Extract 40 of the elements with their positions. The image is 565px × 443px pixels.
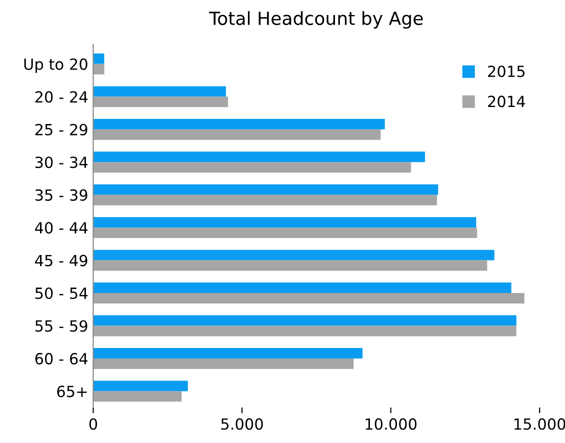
bar	[93, 326, 516, 336]
bar	[93, 53, 104, 64]
bar	[93, 348, 363, 358]
x-tick-label: 10.000	[366, 418, 417, 430]
bar	[93, 118, 385, 130]
y-tick-label: 25 - 29	[35, 124, 88, 136]
bar	[93, 380, 188, 392]
bar	[93, 162, 412, 173]
bar	[93, 152, 426, 162]
y-tick-label: Up to 20	[24, 58, 88, 73]
y-tick-label: 65+	[57, 386, 87, 398]
bar	[93, 129, 381, 140]
bar	[93, 194, 437, 206]
bar	[93, 358, 354, 369]
y-tick-label: 35 - 39	[35, 189, 88, 201]
legend-label: 2014	[488, 96, 525, 108]
bar	[93, 260, 488, 271]
y-tick-label: 20 - 24	[35, 91, 88, 103]
bar	[93, 64, 104, 74]
chart-title: Total Headcount by Age	[209, 11, 423, 29]
bar	[93, 86, 226, 97]
x-tick-label: 15.000	[514, 418, 565, 430]
y-tick-label: 60 - 64	[35, 352, 88, 364]
y-tick-label: 30 - 34	[35, 156, 88, 168]
y-tick-label: 50 - 54	[35, 287, 88, 300]
bar	[93, 184, 438, 195]
bar	[93, 250, 494, 260]
bar	[93, 293, 524, 304]
bar	[93, 391, 182, 402]
bar	[93, 315, 516, 326]
y-tick-label: 55 - 59	[35, 320, 88, 332]
bar	[93, 282, 512, 294]
legend-label: 2015	[488, 66, 524, 78]
bar	[93, 217, 476, 228]
y-tick-label: 45 - 49	[35, 254, 88, 266]
bar	[93, 96, 228, 108]
x-tick-label: 5.000	[221, 418, 263, 430]
y-tick-label: 40 - 44	[35, 222, 88, 234]
x-tick-label: 0	[89, 418, 98, 430]
bar	[93, 228, 478, 238]
